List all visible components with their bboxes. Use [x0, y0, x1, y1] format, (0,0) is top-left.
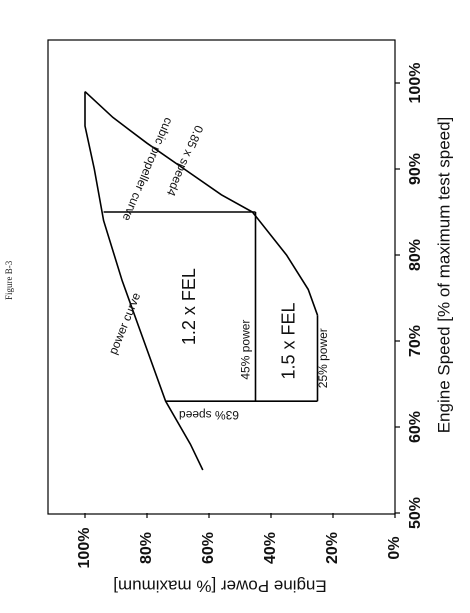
annotation-power45: 45% power [238, 320, 252, 380]
x-tick-label: 90% [407, 153, 424, 185]
annotation-cubic-propeller-curve: cubic propeller curve [120, 116, 176, 224]
annotation-region-12: 1.2 x FEL [179, 268, 199, 345]
y-tick-label: 60% [200, 532, 217, 564]
annotation-speed63: 63% speed [179, 408, 239, 422]
y-axis-ticks: 0% 20% 40% 60% 80% 100% [76, 513, 403, 568]
0-85-x-speed-4-line [84, 91, 319, 316]
chart-lines [84, 91, 319, 471]
y-tick-label: 20% [324, 532, 341, 564]
y-axis-title: Engine Power [% maximum] [113, 577, 327, 596]
annotation-power25: 25% power [316, 328, 330, 388]
x-axis-ticks: 50% 60% 70% 80% 90% 100% [395, 63, 424, 529]
plot-frame [47, 39, 396, 515]
y-tick-label: 0% [386, 536, 403, 559]
x-axis-title: Engine Speed [% of maximum test speed] [434, 117, 453, 434]
x-tick-label: 50% [407, 497, 424, 529]
annotation-region-15: 1.5 x FEL [278, 302, 298, 379]
x-tick-label: 100% [407, 63, 424, 104]
x-tick-label: 70% [407, 325, 424, 357]
y-tick-label: 100% [76, 528, 93, 569]
x-tick-label: 80% [407, 239, 424, 271]
x-tick-label: 60% [407, 411, 424, 443]
y-tick-label: 40% [262, 532, 279, 564]
y-tick-label: 80% [138, 532, 155, 564]
power-curve-line [84, 91, 204, 471]
